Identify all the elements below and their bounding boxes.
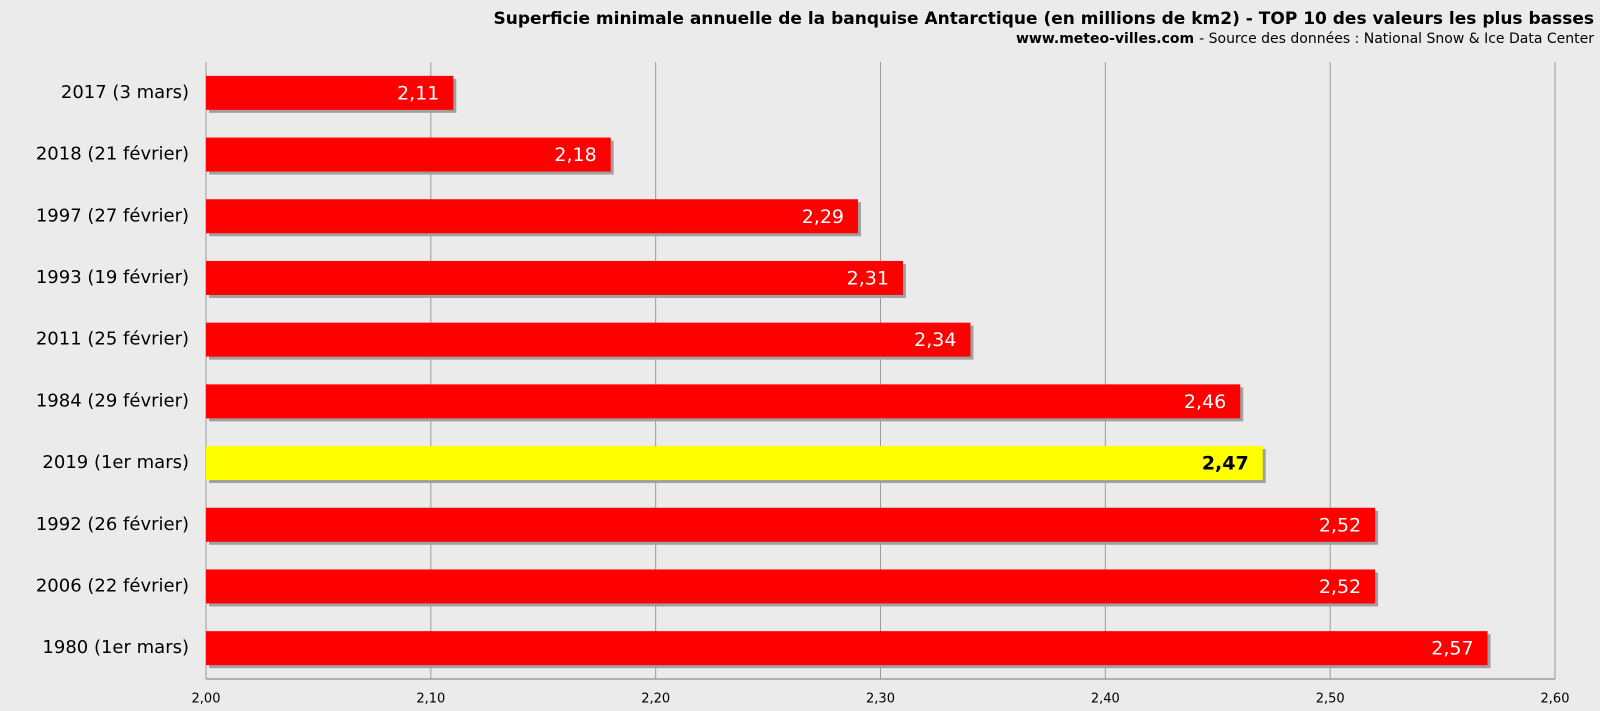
value-label: 2,57 [1431, 638, 1473, 660]
value-label: 2,34 [914, 329, 956, 351]
bar [206, 199, 859, 234]
bar [206, 75, 454, 110]
value-label: 2,46 [1184, 391, 1226, 413]
bar [206, 631, 1488, 666]
bar [206, 260, 903, 295]
y-tick-label: 2017 (3 mars) [61, 82, 189, 103]
x-tick-label: 2,20 [641, 692, 670, 707]
y-tick-label: 2019 (1er mars) [42, 452, 189, 473]
source-site: www.meteo-villes.com [1016, 31, 1194, 47]
y-tick-label: 1980 (1er mars) [42, 637, 189, 658]
value-label: 2,31 [847, 267, 889, 289]
bar [206, 322, 971, 357]
bar [206, 137, 611, 172]
y-tick-label: 2006 (22 février) [36, 575, 189, 596]
x-tick-label: 2,10 [416, 692, 445, 707]
bar [206, 446, 1263, 481]
value-label: 2,47 [1202, 453, 1249, 475]
x-tick-label: 2,30 [866, 692, 895, 707]
value-label: 2,11 [397, 82, 439, 104]
value-label: 2,52 [1319, 576, 1361, 598]
y-tick-label: 2011 (25 février) [36, 329, 189, 350]
chart-subtitle: www.meteo-villes.com - Source des données… [1016, 31, 1594, 47]
bar [206, 507, 1376, 542]
y-tick-label: 1984 (29 février) [36, 390, 189, 411]
y-tick-label: 2018 (21 février) [36, 144, 189, 165]
value-label: 2,52 [1319, 514, 1361, 536]
value-label: 2,18 [554, 144, 596, 166]
value-label: 2,29 [802, 206, 844, 228]
chart-title: Superficie minimale annuelle de la banqu… [494, 9, 1594, 29]
bar [206, 384, 1241, 419]
y-tick-label: 1992 (26 février) [36, 514, 189, 535]
source-text: - Source des données : National Snow & I… [1199, 31, 1594, 47]
x-tick-label: 2,40 [1091, 692, 1120, 707]
bar [206, 569, 1376, 604]
x-tick-label: 2,00 [192, 692, 221, 707]
y-tick-label: 1997 (27 février) [36, 205, 189, 226]
x-tick-label: 2,50 [1316, 692, 1345, 707]
x-tick-label: 2,60 [1541, 692, 1570, 707]
y-tick-label: 1993 (19 février) [36, 267, 189, 288]
